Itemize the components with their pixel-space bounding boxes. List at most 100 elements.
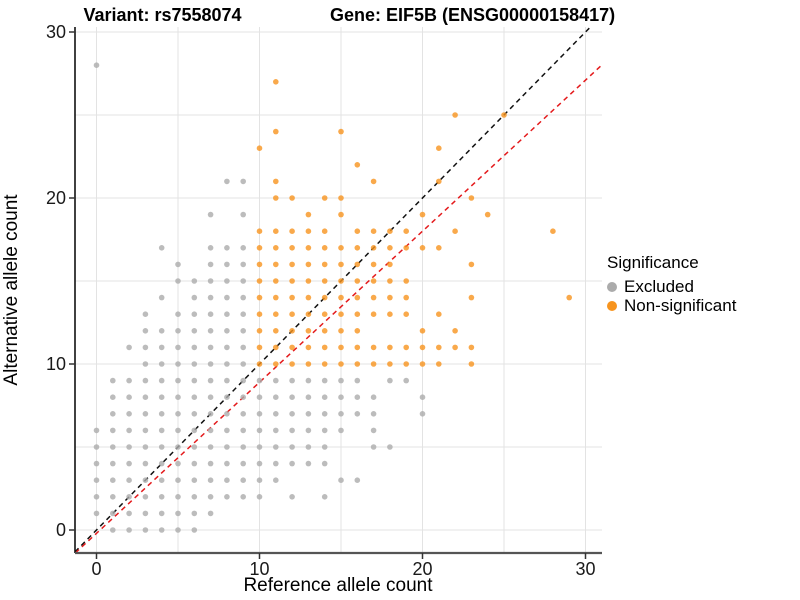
data-point — [142, 411, 149, 417]
data-point — [468, 195, 475, 201]
data-point — [158, 411, 165, 417]
data-point — [354, 394, 361, 401]
data-point — [484, 211, 491, 218]
legend-item-label: Non-significant — [624, 295, 737, 315]
data-point — [321, 228, 328, 234]
y-tick-label: 10 — [46, 354, 66, 374]
data-point — [240, 477, 246, 484]
data-point — [305, 328, 312, 334]
data-point — [240, 377, 246, 384]
data-point — [240, 361, 246, 367]
data-point — [256, 411, 263, 417]
data-point — [436, 361, 442, 367]
data-point — [419, 245, 426, 251]
data-point — [305, 427, 312, 434]
data-point — [126, 377, 132, 384]
data-point — [305, 460, 312, 467]
data-point — [207, 328, 214, 334]
x-tick-label: 20 — [412, 559, 432, 579]
data-point — [566, 294, 572, 301]
data-point — [419, 361, 426, 367]
data-point — [142, 344, 149, 351]
data-point — [354, 477, 361, 484]
data-point — [224, 477, 230, 484]
data-point — [387, 245, 393, 251]
data-point — [305, 278, 312, 284]
data-point — [305, 361, 312, 367]
data-point — [224, 361, 230, 367]
data-point — [321, 394, 328, 401]
data-point — [289, 411, 295, 417]
data-point — [289, 311, 295, 318]
data-point — [224, 494, 230, 500]
legend-item-excluded: Excluded — [607, 277, 736, 296]
data-point — [321, 261, 328, 268]
data-point — [370, 427, 377, 434]
data-point — [370, 261, 377, 268]
data-point — [93, 427, 100, 434]
data-point — [175, 477, 181, 484]
data-point — [321, 311, 328, 318]
data-point — [175, 311, 181, 318]
grid-lines — [75, 27, 602, 553]
data-point — [321, 427, 328, 434]
data-point — [191, 311, 198, 318]
data-point — [289, 494, 295, 500]
data-point — [321, 411, 328, 417]
data-point — [224, 178, 230, 185]
data-point — [387, 261, 393, 268]
data-point — [321, 494, 328, 500]
data-point — [175, 344, 181, 351]
data-point — [273, 444, 279, 450]
data-point — [338, 361, 344, 367]
data-point — [468, 361, 475, 367]
data-point — [403, 294, 410, 301]
data-point — [289, 460, 295, 467]
data-point — [289, 261, 295, 268]
data-point — [158, 377, 165, 384]
data-point — [354, 162, 361, 168]
data-point — [468, 344, 475, 351]
gene-title: Gene: EIF5B (ENSG00000158417) — [330, 5, 616, 25]
data-point — [387, 294, 393, 301]
x-tick-label: 10 — [249, 559, 269, 579]
data-point — [305, 261, 312, 268]
data-point — [273, 477, 279, 484]
data-point — [175, 494, 181, 500]
data-point — [256, 427, 263, 434]
data-point — [240, 444, 246, 450]
data-point — [207, 361, 214, 367]
data-point — [289, 377, 295, 384]
data-point — [175, 361, 181, 367]
data-point — [256, 328, 263, 334]
data-point — [289, 228, 295, 234]
data-point — [191, 510, 198, 517]
data-point — [191, 328, 198, 334]
data-point — [158, 427, 165, 434]
x-tick-label: 0 — [91, 559, 101, 579]
data-point — [305, 377, 312, 384]
y-tick-label: 20 — [46, 188, 66, 208]
data-point — [191, 527, 198, 533]
data-point — [321, 294, 328, 301]
data-point — [110, 411, 116, 417]
data-point — [126, 427, 132, 434]
data-point — [305, 228, 312, 234]
data-point — [305, 394, 312, 401]
data-point — [110, 460, 116, 467]
data-point — [403, 245, 410, 251]
data-point — [240, 294, 246, 301]
data-point — [142, 311, 149, 318]
data-point — [93, 62, 100, 68]
data-point — [158, 328, 165, 334]
y-axis-title: Alternative allele count — [1, 194, 22, 386]
data-point — [110, 377, 116, 384]
data-point — [158, 510, 165, 517]
data-point — [289, 195, 295, 201]
data-points — [93, 62, 572, 533]
identity-line — [74, 26, 591, 553]
data-point — [142, 427, 149, 434]
data-point — [175, 510, 181, 517]
data-point — [321, 278, 328, 284]
data-point — [273, 411, 279, 417]
